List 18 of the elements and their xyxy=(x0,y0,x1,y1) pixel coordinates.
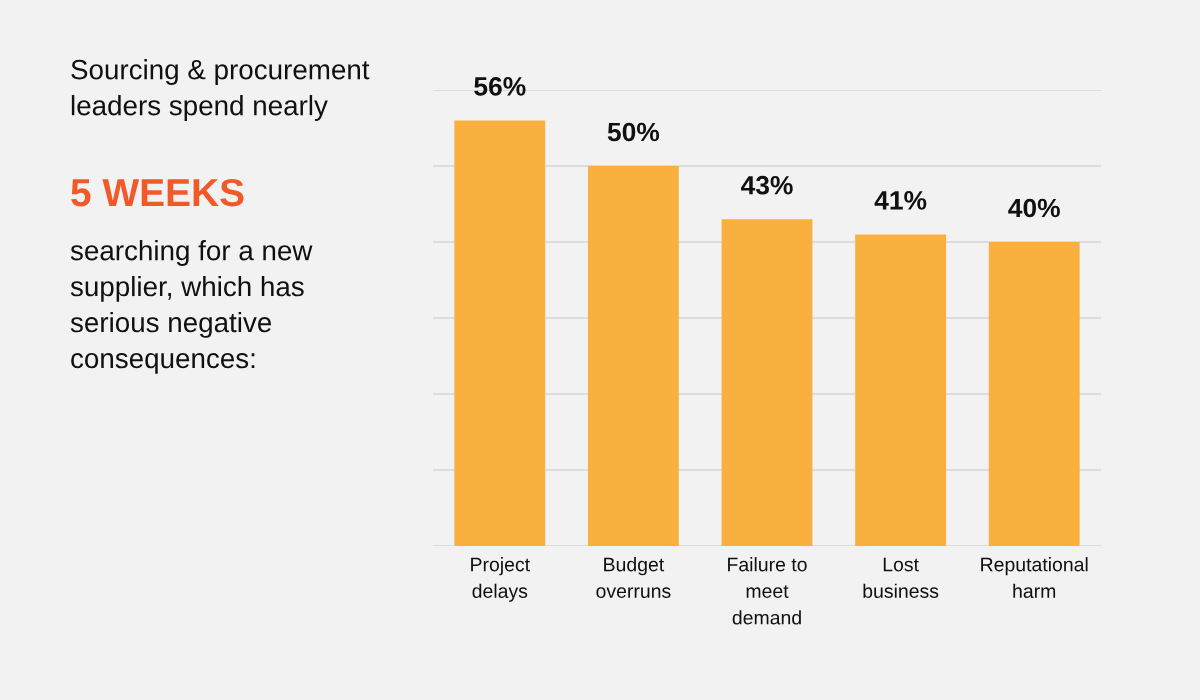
bar xyxy=(587,166,679,546)
x-tick-label: Project delays xyxy=(471,557,530,602)
chart-title: Sourcing & procurement leaders spend nearly xyxy=(71,59,370,121)
bar xyxy=(454,120,546,546)
data-label: 50% xyxy=(607,122,660,142)
x-tick-label: Reputational harm xyxy=(981,557,1088,598)
data-label: 56% xyxy=(474,77,526,96)
data-label: 40% xyxy=(1008,198,1060,218)
x-tick-label: Budget overruns xyxy=(596,557,671,598)
bar xyxy=(988,242,1080,546)
bar xyxy=(855,234,947,546)
x-tick-label: Lost business xyxy=(863,557,939,598)
data-label: 43% xyxy=(740,175,793,195)
data-label: 41% xyxy=(874,191,927,210)
text: 5 WEEKS xyxy=(71,178,244,207)
x-tick-label: Failure to meet demand xyxy=(728,557,807,625)
text: searching for a new supplier, which has serious negative consequences: xyxy=(70,240,313,374)
bar xyxy=(721,219,813,546)
